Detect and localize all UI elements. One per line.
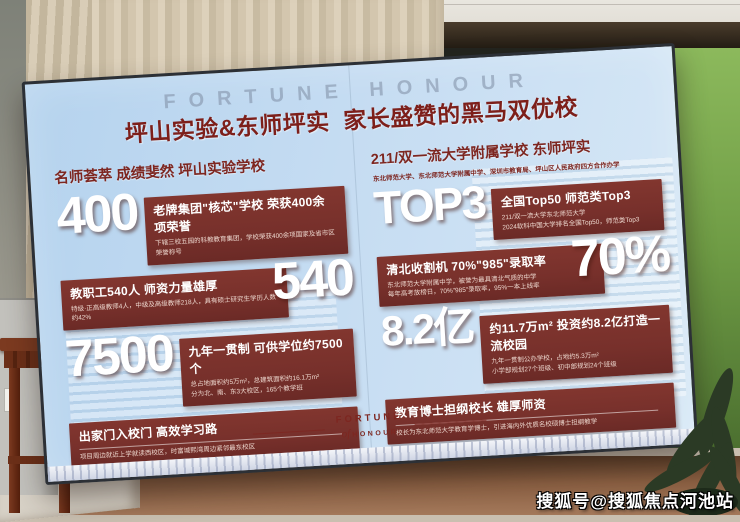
ceiling-seam [430,4,740,5]
logo-honour-text: HONOUR [352,429,399,439]
stat-bar: 九年一贯制 可供学位约7500个 总占地面积约5万m²，总建筑面积约16.1万m… [178,328,357,407]
table-leg [9,368,20,513]
potted-plant [644,368,740,515]
stat-title: 九年一贯制 可供学位约7500个 [188,336,344,377]
stat-block-70pct: 清北收割机 70%"985"录取率 东北师范大学附属中学，被誉为最具清北气质的中… [376,224,671,307]
stat-number: 7500 [63,324,175,389]
stat-bar: 教职工540人 师资力量雄厚 特级·正高级教师4人，中级及高级教师218人，具有… [60,266,290,331]
logo-rule-left [252,429,325,435]
fortune-honour-logo: FORTUNE of HONOUR [335,411,404,443]
stat-number: TOP3 [372,175,487,235]
stat-number: 70% [569,224,671,288]
sohu-watermark: 搜狐号@搜狐焦点河池站 [536,492,734,511]
left-column-header: 名师荟萃 成绩斐然 坪山实验学校 [53,158,266,187]
logo-of-text: of [341,428,351,441]
stat-number: 8.2亿 [379,302,475,355]
stat-number: 540 [270,248,355,311]
led-display-screen: FORTUNE HONOUR 坪山实验&东师坪实 家长盛赞的黑马双优校 名师荟萃… [21,42,699,486]
stat-block-540: 教职工540人 师资力量雄厚 特级·正高级教师4人，中级及高级教师218人，具有… [60,248,354,331]
stat-block-7500: 7500 九年一贯制 可供学位约7500个 总占地面积约5万m²，总建筑面积约1… [63,324,357,414]
wall-left-edge [0,0,26,310]
table-stretcher [8,456,70,464]
window-top-beam [408,22,740,48]
logo-rule-right [415,419,487,426]
stat-number: 400 [54,183,140,246]
